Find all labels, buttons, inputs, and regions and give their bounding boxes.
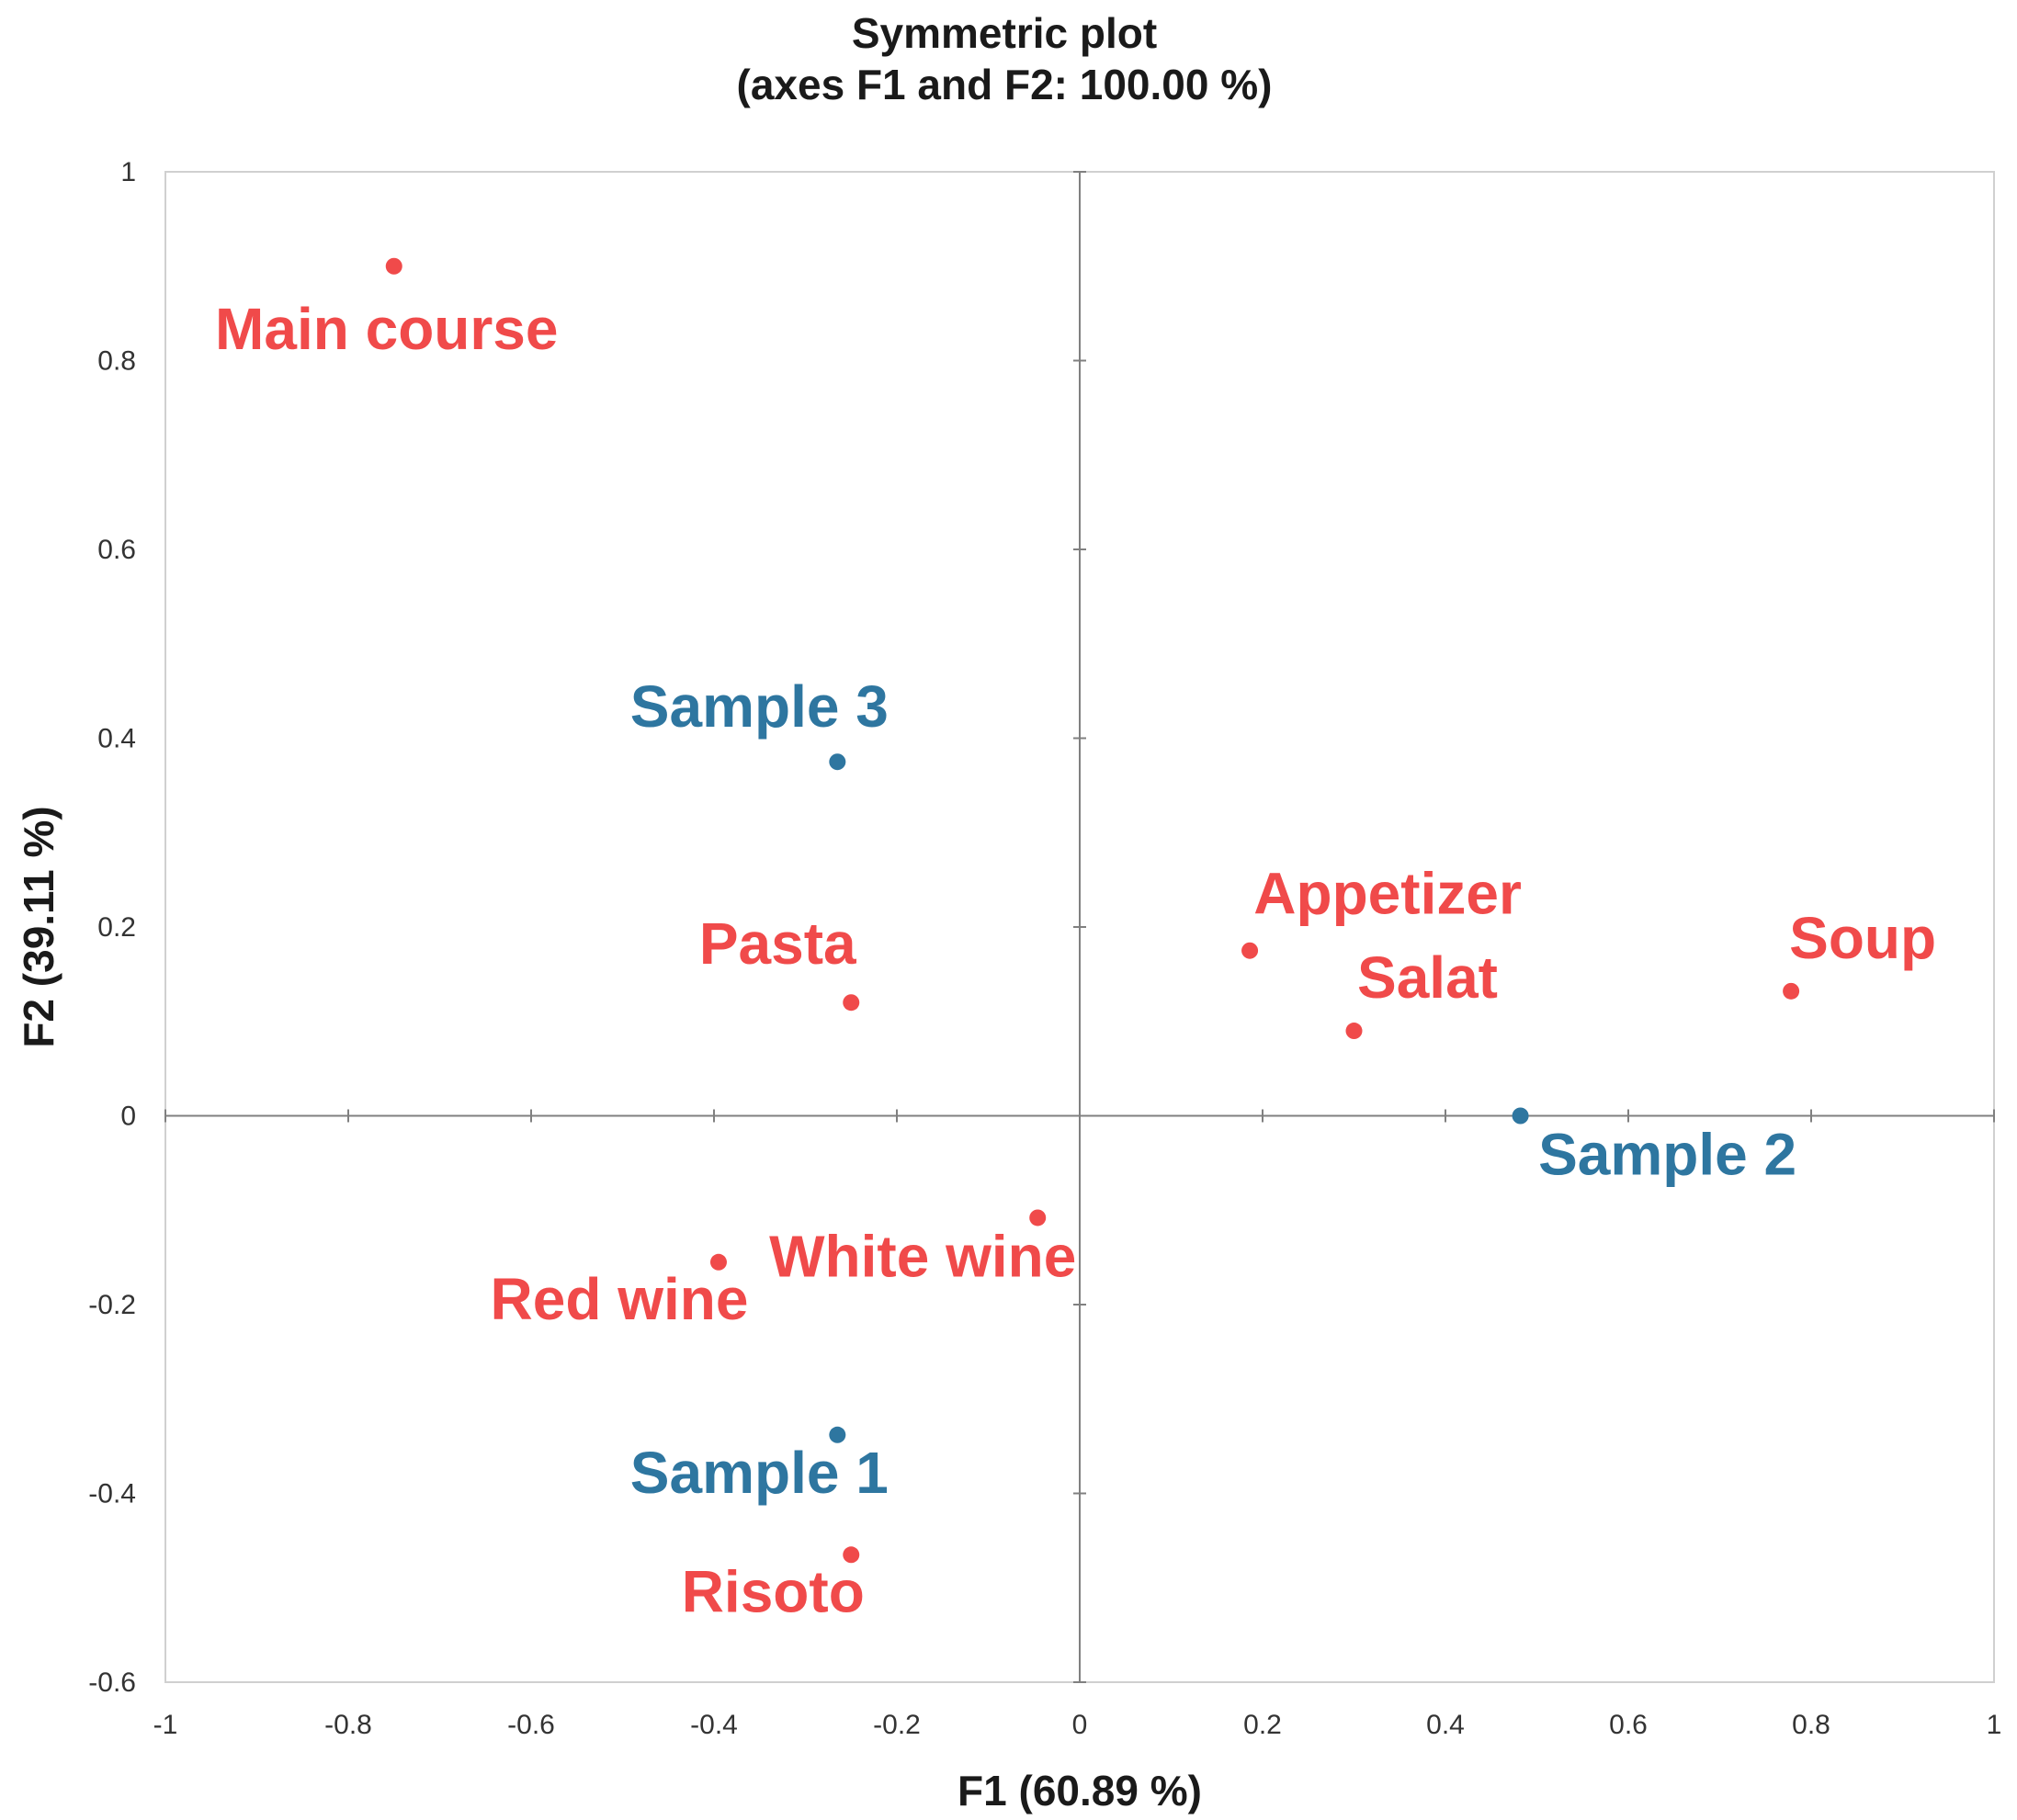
data-points: Main course Pasta Appetizer Salat Soup White … (215, 257, 1936, 1624)
label-main-course: Main course (215, 296, 558, 362)
tick-labels: -1 -0.8 -0.6 -0.4 -0.2 0 0.2 0.4 0.6 0.8 1 1 0.8 0.6 0… (88, 157, 2001, 1740)
x-tick-label: -1 (153, 1710, 178, 1740)
label-sample-2: Sample 2 (1538, 1122, 1796, 1188)
y-tick-label: -0.4 (88, 1479, 136, 1509)
y-tick-label: -0.2 (88, 1290, 136, 1320)
y-tick-label: 0.4 (97, 724, 136, 754)
x-tick-label: 0.6 (1609, 1710, 1648, 1740)
point-soup (1783, 982, 1800, 1000)
label-red-wine: Red wine (491, 1266, 749, 1332)
label-white-wine: White wine (769, 1223, 1076, 1289)
x-tick-label: 0.2 (1243, 1710, 1282, 1740)
point-salat (1345, 1023, 1363, 1040)
point-risoto (843, 1546, 860, 1564)
y-tick-label: -0.6 (88, 1667, 136, 1698)
label-soup: Soup (1789, 905, 1936, 971)
label-pasta: Pasta (699, 910, 856, 977)
label-risoto: Risoto (682, 1558, 865, 1624)
label-appetizer: Appetizer (1253, 861, 1522, 927)
chart-subtitle: (axes F1 and F2: 100.00 %) (737, 61, 1273, 108)
point-white-wine (1029, 1209, 1047, 1227)
axes-layer (164, 171, 1995, 1683)
x-tick-label: 0.8 (1792, 1710, 1830, 1740)
label-salat: Salat (1357, 944, 1498, 1011)
point-sample-1 (829, 1426, 846, 1443)
point-main-course (385, 257, 402, 275)
x-tick-label: 0.4 (1426, 1710, 1465, 1740)
point-sample-2 (1512, 1107, 1529, 1125)
point-appetizer (1241, 942, 1259, 959)
y-tick-label: 0.2 (97, 912, 136, 943)
chart-title: Symmetric plot (852, 9, 1157, 57)
x-tick-label: -0.6 (507, 1710, 555, 1740)
x-tick-label: -0.8 (324, 1710, 372, 1740)
point-sample-3 (829, 753, 846, 771)
y-tick-label: 0.6 (97, 535, 136, 565)
x-tick-label: -0.2 (873, 1710, 921, 1740)
label-sample-1: Sample 1 (630, 1440, 889, 1506)
x-axis-title: F1 (60.89 %) (958, 1767, 1202, 1814)
y-tick-label: 0.8 (97, 346, 136, 377)
point-red-wine (709, 1253, 727, 1271)
label-sample-3: Sample 3 (630, 673, 889, 740)
y-axis-title: F2 (39.11 %) (15, 806, 62, 1047)
x-tick-label: -0.4 (690, 1710, 738, 1740)
y-tick-label: 1 (120, 157, 136, 187)
x-tick-label: 1 (1987, 1710, 2002, 1740)
y-tick-label: 0 (120, 1102, 136, 1132)
x-tick-label: 0 (1072, 1710, 1088, 1740)
point-pasta (843, 994, 860, 1012)
